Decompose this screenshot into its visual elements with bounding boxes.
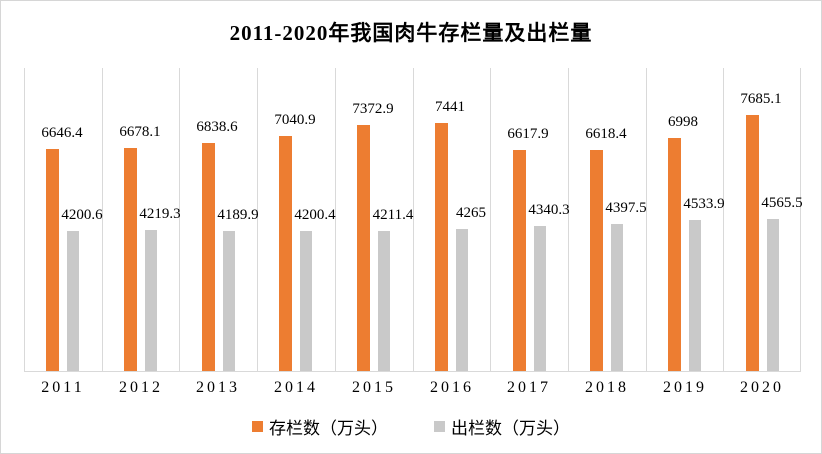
- bar-inventory-2018: [590, 150, 603, 371]
- bar-inventory-2015: [357, 125, 370, 371]
- bar-slaughter-2012: [145, 230, 157, 371]
- legend-item-inventory: 存栏数（万头）: [252, 414, 388, 439]
- data-label-inventory-2016: 7441: [435, 99, 465, 115]
- gridline-vertical: [413, 68, 414, 371]
- plot-area: 6646.4 4200.6 6678.1 4219.3 6838.6 4189.9 7040…: [24, 68, 803, 372]
- bar-inventory-2016: [435, 123, 448, 371]
- x-axis-label-2017: 2017: [507, 379, 551, 396]
- bar-inventory-2014: [279, 136, 292, 371]
- x-axis-label-2015: 2015: [352, 379, 396, 396]
- gridline-vertical: [646, 68, 647, 371]
- legend-label-inventory: 存栏数（万头）: [269, 419, 388, 438]
- gridline-vertical: [179, 68, 180, 371]
- x-axis: 2011 2012 2013 2014 2015 2016 2017 2018 2019 2020: [24, 379, 801, 401]
- data-label-slaughter-2013: 4189.9: [217, 207, 259, 223]
- data-label-slaughter-2019: 4533.9: [683, 196, 725, 212]
- bar-inventory-2019: [668, 138, 681, 371]
- data-label-slaughter-2014: 4200.4: [294, 207, 336, 223]
- data-label-inventory-2020: 7685.1: [740, 91, 782, 107]
- bar-slaughter-2014: [300, 231, 312, 371]
- gridline-vertical: [335, 68, 336, 371]
- data-label-inventory-2011: 6646.4: [41, 125, 83, 141]
- data-label-slaughter-2015: 4211.4: [372, 207, 414, 223]
- legend-swatch-inventory-icon: [252, 421, 263, 432]
- data-label-inventory-2019: 6998: [668, 114, 698, 130]
- chart-title: 2011-2020年我国肉牛存栏量及出栏量: [229, 21, 593, 45]
- data-label-inventory-2017: 6617.9: [507, 126, 549, 142]
- bar-inventory-2017: [513, 150, 526, 371]
- x-axis-line: [24, 371, 801, 372]
- bar-slaughter-2018: [611, 224, 623, 371]
- bar-slaughter-2013: [223, 231, 235, 371]
- legend-label-slaughter: 出栏数（万头）: [451, 419, 570, 438]
- data-label-slaughter-2011: 4200.6: [61, 207, 103, 223]
- legend-swatch-slaughter-icon: [434, 421, 445, 432]
- data-label-inventory-2013: 6838.6: [196, 119, 238, 135]
- bar-slaughter-2017: [534, 226, 546, 371]
- x-axis-label-2012: 2012: [119, 379, 163, 396]
- data-label-slaughter-2020: 4565.5: [761, 195, 803, 211]
- gridline-vertical: [102, 68, 103, 371]
- data-label-slaughter-2012: 4219.3: [139, 206, 181, 222]
- legend: 存栏数（万头） 出栏数（万头）: [1, 414, 821, 439]
- x-axis-label-2016: 2016: [430, 379, 474, 396]
- bar-slaughter-2016: [456, 229, 468, 371]
- gridline-vertical: [568, 68, 569, 371]
- gridline-vertical: [490, 68, 491, 371]
- gridline-vertical: [24, 68, 25, 371]
- bar-slaughter-2015: [378, 231, 390, 371]
- data-label-inventory-2015: 7372.9: [352, 101, 394, 117]
- data-label-inventory-2014: 7040.9: [274, 112, 316, 128]
- x-axis-label-2014: 2014: [274, 379, 318, 396]
- data-label-slaughter-2016: 4265: [456, 205, 486, 221]
- x-axis-label-2020: 2020: [740, 379, 784, 396]
- bar-inventory-2012: [124, 148, 137, 371]
- gridline-vertical: [800, 68, 801, 371]
- data-label-inventory-2012: 6678.1: [119, 124, 161, 140]
- gridline-vertical: [723, 68, 724, 371]
- data-label-slaughter-2018: 4397.5: [605, 200, 647, 216]
- data-label-slaughter-2017: 4340.3: [528, 202, 570, 218]
- bar-inventory-2013: [202, 143, 215, 371]
- bar-slaughter-2019: [689, 220, 701, 371]
- bar-slaughter-2020: [767, 219, 779, 371]
- x-axis-label-2011: 2011: [41, 379, 85, 396]
- bar-inventory-2011: [46, 149, 59, 371]
- bar-slaughter-2011: [67, 231, 79, 371]
- legend-item-slaughter: 出栏数（万头）: [434, 414, 570, 439]
- gridline-vertical: [257, 68, 258, 371]
- x-axis-label-2019: 2019: [663, 379, 707, 396]
- bar-inventory-2020: [746, 115, 759, 371]
- data-label-inventory-2018: 6618.4: [585, 126, 627, 142]
- x-axis-label-2013: 2013: [196, 379, 240, 396]
- x-axis-label-2018: 2018: [585, 379, 629, 396]
